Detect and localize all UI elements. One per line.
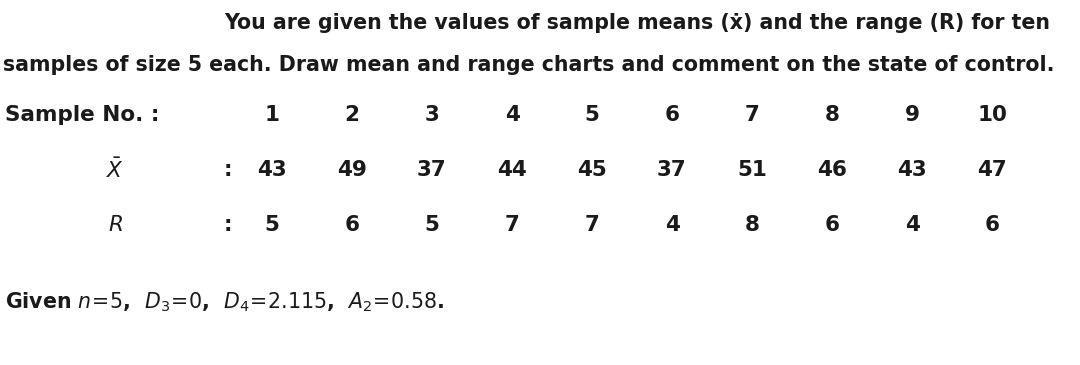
Text: 6: 6	[345, 215, 360, 235]
Text: 43: 43	[257, 160, 287, 180]
Text: 4: 4	[504, 105, 519, 125]
Text: 1: 1	[265, 105, 280, 125]
Text: :: :	[224, 215, 232, 235]
Text: $\mathit{\bar{X}}$: $\mathit{\bar{X}}$	[106, 158, 124, 182]
Text: 5: 5	[265, 215, 280, 235]
Text: 4: 4	[905, 215, 919, 235]
Text: 7: 7	[584, 215, 599, 235]
Text: 37: 37	[417, 160, 447, 180]
Text: 43: 43	[897, 160, 927, 180]
Text: 44: 44	[497, 160, 527, 180]
Text: 7: 7	[504, 215, 519, 235]
Text: 2: 2	[345, 105, 360, 125]
Text: Given $n\!=\!5$,  $D_3\!=\!0$,  $D_4\!=\!2.115$,  $A_2\!=\!0.58$.: Given $n\!=\!5$, $D_3\!=\!0$, $D_4\!=\!2…	[5, 290, 444, 314]
Text: 5: 5	[584, 105, 599, 125]
Text: 7: 7	[744, 105, 759, 125]
Text: :: :	[224, 160, 232, 180]
Text: 37: 37	[657, 160, 687, 180]
Text: 9: 9	[905, 105, 919, 125]
Text: Sample No. :: Sample No. :	[5, 105, 160, 125]
Text: 6: 6	[985, 215, 999, 235]
Text: samples of size 5 each. Draw mean and range charts and comment on the state of c: samples of size 5 each. Draw mean and ra…	[3, 55, 1054, 75]
Text: $\mathit{R}$: $\mathit{R}$	[108, 215, 122, 235]
Text: 8: 8	[824, 105, 839, 125]
Text: 6: 6	[824, 215, 839, 235]
Text: 46: 46	[818, 160, 847, 180]
Text: 4: 4	[664, 215, 679, 235]
Text: 8: 8	[744, 215, 759, 235]
Text: 45: 45	[577, 160, 607, 180]
Text: 5: 5	[424, 215, 440, 235]
Text: 47: 47	[977, 160, 1007, 180]
Text: 10: 10	[977, 105, 1007, 125]
Text: 49: 49	[337, 160, 367, 180]
Text: You are given the values of sample means (ẋ) and the range (R) for ten: You are given the values of sample means…	[224, 13, 1050, 33]
Text: 3: 3	[424, 105, 440, 125]
Text: 51: 51	[737, 160, 767, 180]
Text: 6: 6	[664, 105, 679, 125]
